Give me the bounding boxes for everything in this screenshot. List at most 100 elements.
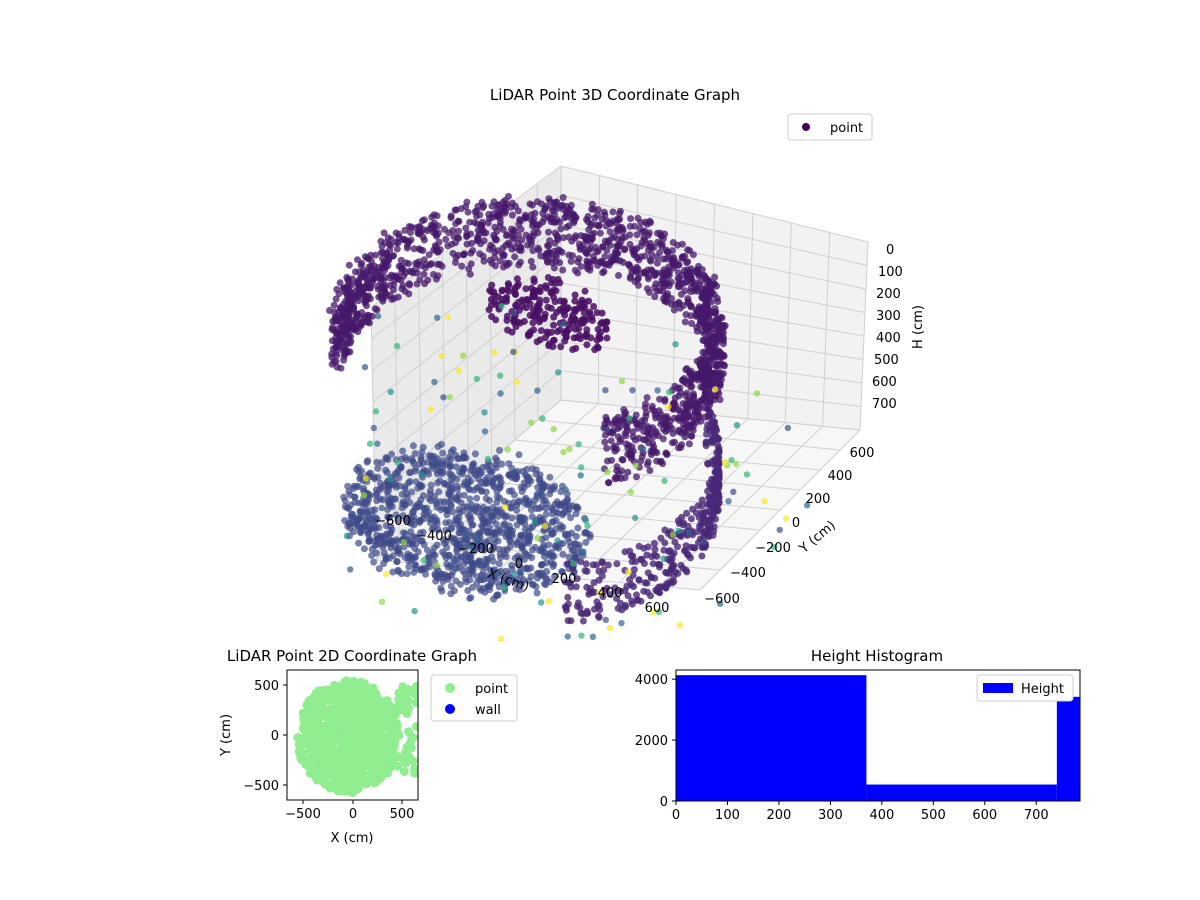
data-point — [586, 310, 593, 318]
data-point — [341, 497, 349, 505]
data-point — [704, 487, 712, 495]
data-point — [679, 253, 686, 261]
data-point — [569, 346, 577, 353]
data-point — [628, 600, 636, 608]
data-point — [629, 428, 637, 436]
data-point — [360, 545, 368, 553]
data-point — [694, 502, 702, 510]
data-point — [314, 706, 324, 716]
data-point — [565, 251, 573, 259]
data-point — [426, 261, 434, 269]
data-point — [618, 606, 626, 614]
data-point — [393, 273, 401, 281]
data-point — [689, 251, 697, 259]
data-point — [520, 540, 528, 548]
data-point — [399, 500, 407, 508]
data-point — [365, 522, 373, 530]
data-point — [702, 292, 710, 300]
data-point — [687, 303, 695, 311]
data-point — [706, 377, 714, 385]
data-point — [675, 261, 683, 269]
data-point — [466, 543, 473, 550]
data-point — [490, 595, 498, 603]
data-point — [583, 341, 591, 349]
data-point — [356, 284, 363, 292]
data-point — [577, 472, 584, 479]
data-point — [567, 514, 575, 522]
data-point — [709, 309, 717, 317]
data-point — [511, 578, 519, 586]
data-point — [644, 458, 652, 466]
data-point — [495, 560, 503, 568]
x-tick: −600 — [375, 514, 411, 529]
data-point — [466, 270, 474, 278]
data-point — [434, 314, 441, 321]
data-point — [357, 767, 367, 776]
data-point — [339, 304, 347, 312]
data-point — [679, 564, 687, 572]
data-point — [684, 258, 692, 266]
data-point — [431, 551, 439, 559]
data-point — [662, 568, 670, 576]
y-tick: 0 — [660, 795, 668, 810]
data-point — [526, 331, 534, 339]
data-point — [646, 256, 654, 264]
data-point — [348, 275, 356, 283]
data-point — [502, 232, 510, 239]
data-point — [440, 394, 447, 401]
data-point — [654, 387, 661, 394]
data-point — [502, 259, 510, 267]
data-point — [371, 537, 379, 545]
data-point — [427, 481, 435, 489]
data-point — [720, 361, 728, 369]
data-point — [388, 295, 396, 303]
data-point — [584, 260, 592, 268]
data-point — [641, 416, 649, 424]
histogram-bar — [676, 675, 867, 801]
data-point — [685, 529, 693, 536]
data-point — [562, 486, 569, 493]
data-point — [536, 475, 544, 483]
data-point — [399, 512, 407, 520]
data-point — [656, 395, 664, 403]
data-point — [603, 426, 610, 433]
data-point — [706, 495, 714, 503]
data-point — [594, 602, 602, 610]
data-point — [454, 485, 462, 493]
data-point — [545, 195, 553, 203]
data-point — [637, 242, 645, 250]
data-point — [507, 538, 515, 546]
data-point — [627, 488, 635, 496]
data-point — [645, 288, 653, 296]
data-point — [379, 264, 387, 272]
data-point — [372, 251, 380, 259]
data-point — [618, 619, 625, 627]
data-point — [355, 499, 362, 507]
data-point — [384, 456, 392, 464]
data-point — [716, 396, 724, 404]
data-point — [644, 569, 652, 577]
data-point — [710, 428, 718, 436]
data-point — [435, 488, 443, 496]
data-point — [354, 328, 362, 336]
data-point — [577, 609, 585, 617]
data-point — [419, 528, 427, 536]
data-point — [337, 364, 345, 372]
data-point — [545, 541, 553, 549]
data-point — [597, 320, 605, 328]
data-point — [515, 451, 523, 459]
data-point — [349, 510, 357, 518]
data-point — [397, 464, 405, 472]
data-point — [575, 441, 582, 448]
data-point — [332, 329, 340, 337]
data-point — [515, 298, 522, 306]
data-point — [596, 589, 603, 596]
data-point — [576, 245, 584, 253]
data-point — [623, 427, 631, 435]
data-point — [414, 548, 422, 556]
data-point — [471, 506, 479, 514]
data-point — [590, 229, 598, 237]
data-point — [714, 465, 722, 473]
data-point — [610, 444, 617, 452]
data-point — [529, 263, 537, 271]
